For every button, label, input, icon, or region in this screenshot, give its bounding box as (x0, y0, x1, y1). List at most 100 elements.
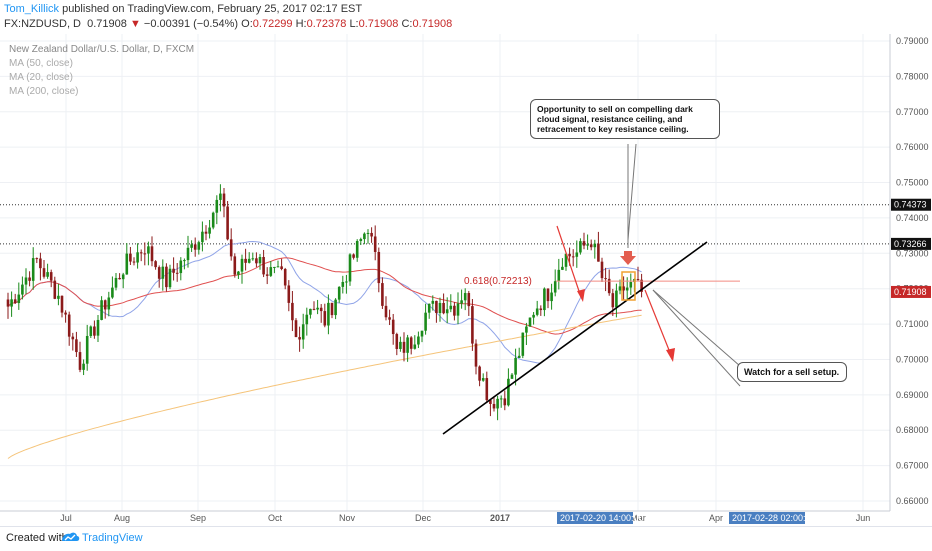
candle-body (557, 269, 561, 282)
candle-body (406, 337, 409, 353)
candle-body (319, 307, 323, 312)
tradingview-brand[interactable]: TradingView (82, 532, 143, 544)
candle-body (103, 300, 107, 310)
candle-body (399, 341, 402, 349)
low-label: L: (349, 18, 359, 30)
candle-body (244, 258, 247, 263)
candle-body (589, 244, 593, 248)
date-label: 2017-02-28 02:00:00 (732, 513, 816, 523)
y-tick-label: 0.74000 (896, 213, 929, 223)
candle-body (226, 206, 229, 240)
candle-body (49, 272, 53, 281)
candle-body (417, 336, 420, 345)
tradingview-logo-icon[interactable] (60, 531, 80, 550)
candle-body (35, 258, 39, 260)
candle-body (370, 232, 373, 237)
candle-body (287, 285, 291, 303)
candle-body (503, 398, 507, 406)
author-link[interactable]: Tom_Killick (4, 3, 60, 15)
candle-body (391, 319, 395, 335)
candle-body (600, 261, 604, 279)
candle-body (395, 334, 399, 349)
legend-ma50[interactable]: MA (50, close) (9, 58, 73, 69)
candle-body (179, 260, 183, 274)
legend-ma200[interactable]: MA (200, close) (9, 86, 79, 97)
candle-body (201, 231, 204, 243)
candle-body (564, 253, 568, 267)
candle-body (377, 251, 381, 284)
candle-body (273, 266, 276, 268)
candle-body (136, 252, 139, 263)
candle-body (107, 297, 111, 310)
candle-body (10, 299, 13, 307)
legend-ma20[interactable]: MA (20, close) (9, 72, 73, 83)
candle-body (629, 282, 633, 288)
y-tick-label: 0.69000 (896, 390, 929, 400)
candle-body (402, 341, 406, 353)
down-arrow-icon: ▼ (129, 18, 141, 30)
candle-body (143, 253, 147, 255)
candle-body (172, 268, 175, 273)
candle-body (21, 284, 24, 295)
candle-body (435, 300, 438, 314)
candle-body (615, 290, 618, 308)
candle-body (298, 337, 301, 340)
candle-body (579, 241, 582, 253)
candle-body (618, 286, 622, 291)
candle-body (309, 308, 312, 315)
x-tick-label: Dec (415, 513, 432, 523)
candle-body (438, 302, 442, 314)
candle-body (208, 227, 211, 234)
candle-body (514, 357, 517, 375)
close-label: C: (401, 18, 413, 30)
candle-body (607, 278, 611, 294)
symbol-label: FX:NZDUSD, D (4, 18, 81, 30)
x-tick-label: Mar (630, 513, 646, 523)
down-arrow-2 (644, 289, 672, 356)
candle-body (355, 240, 359, 258)
candle-body (409, 337, 413, 349)
candle-body (424, 312, 427, 331)
candle-body (597, 243, 600, 262)
candle-body (492, 403, 496, 409)
price-label-box (891, 237, 931, 250)
x-tick-label: Jul (60, 513, 72, 523)
candle-body (17, 294, 21, 304)
high-value: 0.72378 (306, 18, 347, 30)
candle-body (525, 326, 528, 333)
callout-top: Opportunity to sell on compelling dark c… (530, 99, 720, 139)
open-value: 0.72299 (252, 18, 293, 30)
callout-bottom: Watch for a sell setup. (737, 362, 847, 382)
candle-body (575, 252, 579, 257)
candle-body (442, 302, 445, 314)
candle-body (161, 266, 165, 279)
price-change: −0.00391 (−0.54%) (143, 18, 239, 30)
candle-body (276, 266, 280, 268)
candle-body (366, 232, 370, 234)
candle-body (582, 241, 586, 246)
candle-body (301, 324, 305, 340)
candle-body (535, 308, 539, 315)
candle-body (330, 302, 334, 316)
candle-body (39, 258, 42, 269)
candle-body (327, 302, 330, 326)
candle-body (341, 281, 345, 287)
down-arrow-2-head (666, 348, 675, 362)
candle-body (255, 258, 258, 264)
candle-body (489, 400, 492, 404)
candle-body (229, 239, 233, 257)
candle-body (183, 260, 186, 262)
candle-body (262, 256, 265, 275)
publish-line: Tom_Killick published on TradingView.com… (4, 3, 362, 15)
candle-body (571, 256, 575, 258)
down-arrow-1 (556, 225, 582, 298)
date-label-box (557, 512, 633, 524)
candle-body (543, 288, 546, 311)
x-tick-label: Apr (709, 513, 723, 523)
y-tick-label: 0.79000 (896, 36, 929, 46)
candle-body (60, 295, 64, 313)
candle-body (215, 199, 219, 213)
candle-body (31, 258, 35, 281)
close-value: 0.71908 (412, 18, 453, 30)
